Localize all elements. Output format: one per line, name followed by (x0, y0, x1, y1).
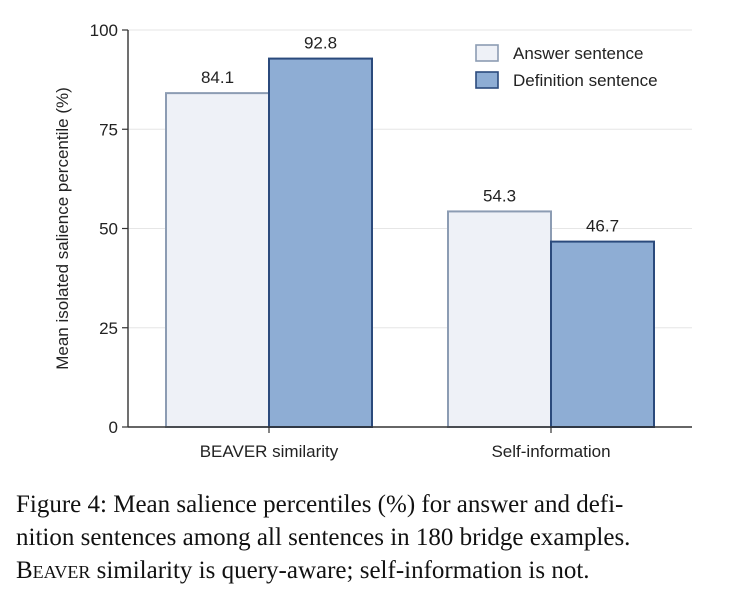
y-tick-label: 0 (109, 418, 118, 437)
bars (165, 57, 655, 429)
bar-value-label: 92.8 (304, 34, 337, 53)
y-tick-label: 100 (90, 21, 118, 40)
y-tick-label: 50 (99, 220, 118, 239)
bar (550, 240, 655, 428)
bar-value-label: 54.3 (483, 186, 516, 205)
y-tick-label: 25 (99, 319, 118, 338)
figure-caption: Figure 4: Mean salience percentiles (%) … (16, 488, 732, 587)
legend-label: Definition sentence (513, 71, 658, 90)
bar-value-label: 46.7 (586, 217, 619, 236)
bar (268, 57, 373, 428)
x-tick-label: BEAVER similarity (200, 442, 339, 461)
bar-chart: 0 25 50 75 100 84.1 92.8 BEAVER similarity 54.3 4… (53, 21, 692, 461)
legend-swatch (475, 71, 499, 89)
x-tick-label: Self-information (491, 442, 610, 461)
caption-line-2: nition sentences among all sentences in … (16, 524, 631, 551)
legend: Answer sentence Definition sentence (475, 44, 658, 90)
legend-swatch (475, 44, 499, 62)
y-tick-label: 75 (99, 120, 118, 139)
y-axis-title: Mean isolated salience percentile (%) (53, 87, 72, 370)
bar (447, 210, 552, 428)
bar (165, 92, 270, 429)
chart: 0 25 50 75 100 84.1 92.8 BEAVER similarity 54.3 4… (53, 21, 692, 461)
bar-value-label: 84.1 (201, 68, 234, 87)
legend-label: Answer sentence (513, 44, 643, 63)
caption-beaver: Beaver (16, 557, 91, 584)
axes (122, 29, 692, 433)
labels: 0 25 50 75 100 84.1 92.8 BEAVER similarity 54.3 4… (53, 21, 619, 461)
caption-line-3: similarity is query-aware; self-informat… (90, 557, 590, 584)
caption-line-1: Figure 4: Mean salience percentiles (%) … (16, 491, 624, 518)
